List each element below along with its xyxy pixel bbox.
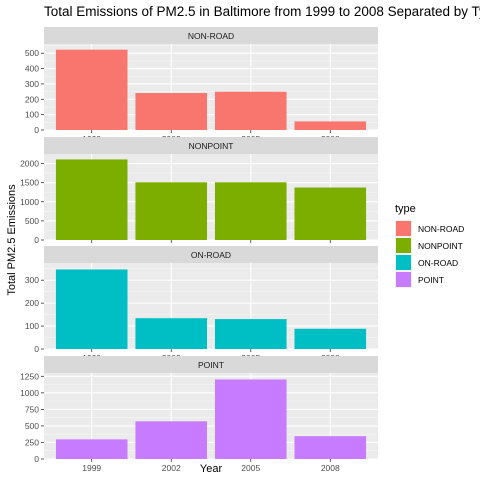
y-tick-label: 100 [25, 321, 39, 331]
legend: type NON-ROAD NONPOINT ON-ROAD POINT [395, 203, 464, 288]
facet-strip [44, 356, 378, 373]
x-tick-label: 2005 [241, 463, 260, 473]
legend-key-non-road [396, 221, 411, 236]
y-axis-title: Total PM2.5 Emissions [6, 184, 18, 296]
y-tick-label: 1000 [20, 388, 39, 398]
bar-non-road-2002 [135, 93, 208, 130]
y-tick-label: 300 [25, 79, 39, 89]
facet-strip-label: POINT [198, 360, 224, 370]
legend-label: ON-ROAD [418, 258, 458, 268]
y-tick-label: 0 [34, 454, 39, 464]
bar-non-road-1999 [55, 49, 128, 131]
bar-on-road-1999 [55, 269, 128, 349]
y-tick-label: 0 [34, 235, 39, 245]
y-tick-label: 300 [25, 275, 39, 285]
y-tick-label: 200 [25, 298, 39, 308]
y-tick-label: 1000 [20, 197, 39, 207]
bar-on-road-2005 [214, 319, 287, 349]
chart-title: Total Emissions of PM2.5 in Baltimore fr… [44, 4, 480, 19]
facet-panels: NON-ROAD 0 100 200 300 400 500 1999 2002 2005 2008… [20, 27, 378, 473]
legend-title: type [395, 203, 416, 215]
bar-point-2005 [214, 379, 287, 459]
y-tick-label: 250 [25, 437, 39, 447]
bar-on-road-2008 [294, 328, 367, 349]
y-tick-label: 750 [25, 404, 39, 414]
y-tick-label: 500 [25, 421, 39, 431]
bar-nonpoint-2008 [294, 187, 367, 240]
bar-nonpoint-2005 [214, 182, 287, 240]
bar-point-1999 [55, 439, 128, 459]
facet-strip [44, 137, 378, 154]
y-tick-label: 1500 [20, 178, 39, 188]
facet-strip-label: NON-ROAD [188, 31, 234, 41]
facet-nonpoint: NONPOINT05001000150020001999200220052008 [20, 137, 378, 254]
y-tick-label: 0 [34, 344, 39, 354]
y-tick-label: 500 [25, 216, 39, 226]
legend-key-point [396, 272, 411, 287]
facet-non-road: NON-ROAD01002003004005001999200220052008 [25, 27, 378, 144]
facet-strip-label: ON-ROAD [191, 250, 231, 260]
bar-nonpoint-2002 [135, 182, 208, 240]
bar-point-2008 [294, 436, 367, 459]
x-tick-label: 2008 [321, 463, 340, 473]
y-tick-label: 1250 [20, 371, 39, 381]
legend-label: NON-ROAD [418, 224, 464, 234]
y-tick-label: 400 [25, 64, 39, 74]
bar-non-road-2008 [294, 121, 367, 130]
bar-non-road-2005 [214, 91, 287, 130]
x-tick-label: 1999 [82, 463, 101, 473]
x-axis-title: Year [200, 463, 223, 475]
bar-nonpoint-1999 [55, 159, 128, 240]
x-tick-label: 2002 [162, 463, 181, 473]
bar-point-2002 [135, 421, 208, 459]
y-tick-label: 0 [34, 125, 39, 135]
legend-key-on-road [396, 255, 411, 270]
bar-on-road-2002 [135, 318, 208, 349]
facet-on-road: ON-ROAD01002003001999200220052008 [25, 246, 378, 363]
y-tick-label: 2000 [20, 159, 39, 169]
y-tick-label: 500 [25, 48, 39, 58]
y-tick-label: 100 [25, 110, 39, 120]
y-tick-label: 200 [25, 94, 39, 104]
facet-strip [44, 27, 378, 44]
facet-point: POINT 0 250 500 750 1000 1250 1999 2002 2005 2008 [20, 356, 378, 473]
facet-strip [44, 246, 378, 263]
legend-label: POINT [418, 275, 444, 285]
legend-label: NONPOINT [418, 241, 463, 251]
facet-strip-label: NONPOINT [189, 141, 234, 151]
legend-key-nonpoint [396, 238, 411, 253]
